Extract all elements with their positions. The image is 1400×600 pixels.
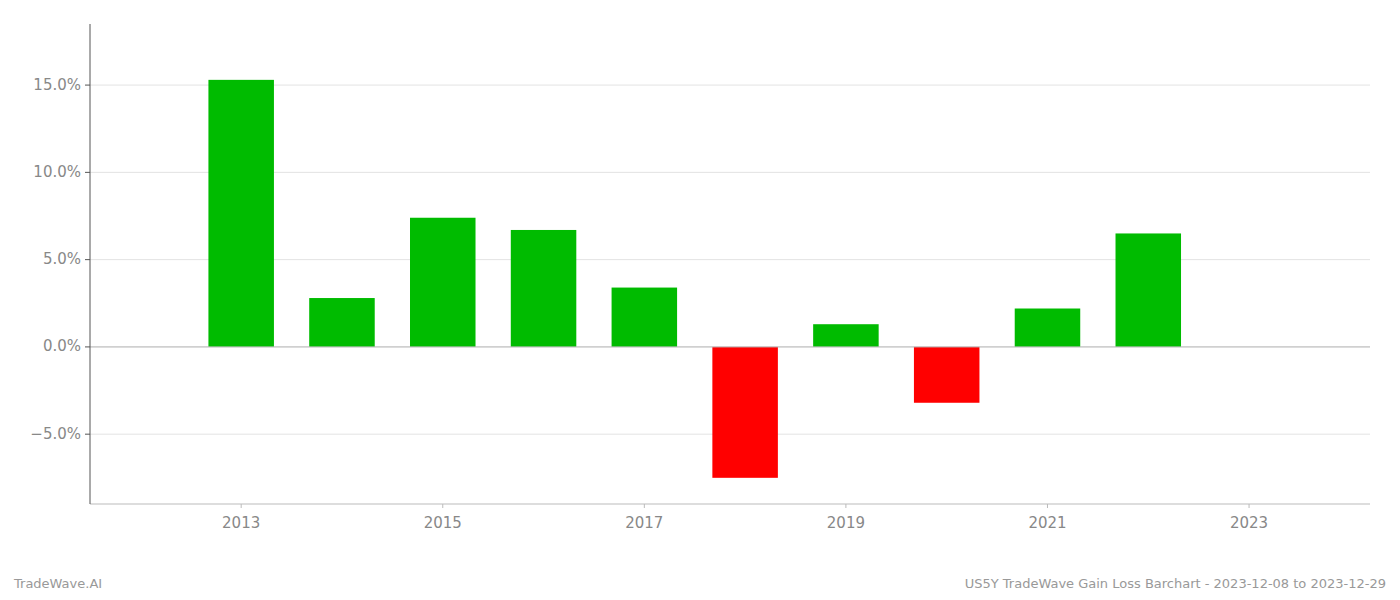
bars — [208, 80, 1181, 478]
y-tick — [85, 172, 90, 173]
x-tick — [241, 504, 242, 508]
x-tick-label: 2021 — [1028, 514, 1066, 532]
x-axis-line — [90, 504, 1370, 505]
bar — [410, 218, 476, 347]
bar — [208, 80, 274, 347]
y-tick-label: 15.0% — [33, 76, 81, 94]
bar — [612, 288, 678, 347]
x-tick-label: 2015 — [424, 514, 462, 532]
x-tick-label: 2017 — [625, 514, 663, 532]
y-axis-line — [90, 24, 91, 504]
x-tick — [1047, 504, 1048, 508]
x-axis: 2013 2015 2017 2019 2021 2023 — [222, 504, 1268, 532]
zero-line — [90, 346, 1370, 347]
x-tick-label: 2013 — [222, 514, 260, 532]
y-tick — [85, 346, 90, 347]
chart: −5.0%0.0%5.0%10.0%15.0%20132015201720192… — [0, 0, 1400, 600]
bar — [813, 324, 879, 347]
x-tick — [442, 504, 443, 508]
y-axis: −5.0% 0.0% 5.0% 10.0% 15.0% — [30, 76, 90, 443]
y-tick-label: −5.0% — [30, 425, 81, 443]
x-tick-label: 2023 — [1230, 514, 1268, 532]
bar — [914, 347, 980, 403]
bar — [1116, 233, 1182, 346]
y-tick-label: 0.0% — [43, 337, 81, 355]
grid-line — [90, 172, 1370, 173]
y-tick-label: 5.0% — [43, 250, 81, 268]
y-tick-label: 10.0% — [33, 163, 81, 181]
bar — [1015, 309, 1081, 347]
x-tick — [845, 504, 846, 508]
grid-line — [90, 85, 1370, 86]
grid-line — [90, 346, 1370, 347]
footer-text: US5Y TradeWave Gain Loss Barchart - 2023… — [965, 576, 1386, 591]
x-tick — [644, 504, 645, 508]
footer-text: TradeWave.AI — [13, 576, 102, 591]
y-tick — [85, 434, 90, 435]
bar — [309, 298, 375, 347]
x-tick — [1249, 504, 1250, 508]
bar — [712, 347, 778, 478]
y-tick — [85, 259, 90, 260]
bar — [511, 230, 577, 347]
y-tick — [85, 85, 90, 86]
x-tick-label: 2019 — [827, 514, 865, 532]
